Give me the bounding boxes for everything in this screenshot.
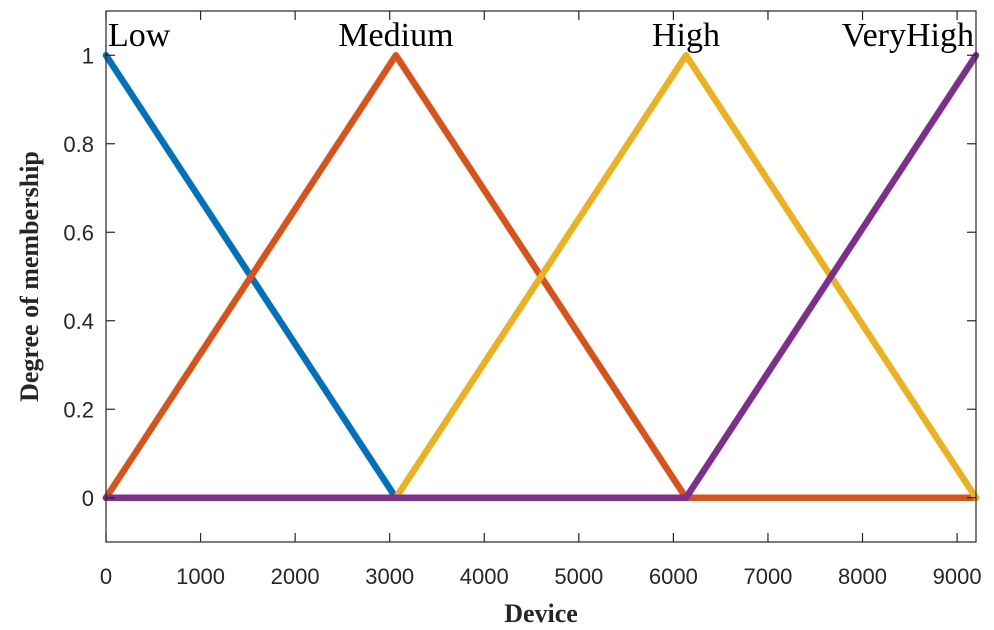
y-axis-title: Degree of membership <box>15 151 44 402</box>
series-line-veryhigh <box>102 52 980 502</box>
y-tick-label: 0.4 <box>63 309 94 334</box>
y-tick-label: 0.2 <box>63 397 94 422</box>
membership-label-low: Low <box>108 17 171 54</box>
membership-label-veryhigh: VeryHigh <box>842 17 974 54</box>
x-tick-label: 5000 <box>554 564 603 589</box>
y-tick-label: 0 <box>82 486 94 511</box>
membership-label-high: High <box>652 17 720 54</box>
x-tick-label: 2000 <box>271 564 320 589</box>
x-tick-label: 6000 <box>649 564 698 589</box>
membership-label-medium: Medium <box>338 17 453 54</box>
x-tick-label: 1000 <box>176 564 225 589</box>
x-tick-label: 0 <box>100 564 112 589</box>
membership-labels: Low Medium High VeryHigh <box>108 17 974 54</box>
x-tick-label: 9000 <box>933 564 982 589</box>
series-layer <box>102 52 980 502</box>
x-tick-label: 3000 <box>365 564 414 589</box>
x-axis-title: Device <box>504 599 578 628</box>
y-tick-label: 0.6 <box>63 220 94 245</box>
x-tick-label: 8000 <box>838 564 887 589</box>
axes-box <box>105 10 977 543</box>
x-tick-label: 7000 <box>743 564 792 589</box>
x-tick-label: 4000 <box>460 564 509 589</box>
y-tick-label: 0.8 <box>63 132 94 157</box>
y-tick-label: 1 <box>82 43 94 68</box>
axes-layer: 0 1000 2000 3000 4000 5000 6000 7000 8000 9000 0 0.… <box>63 10 982 589</box>
